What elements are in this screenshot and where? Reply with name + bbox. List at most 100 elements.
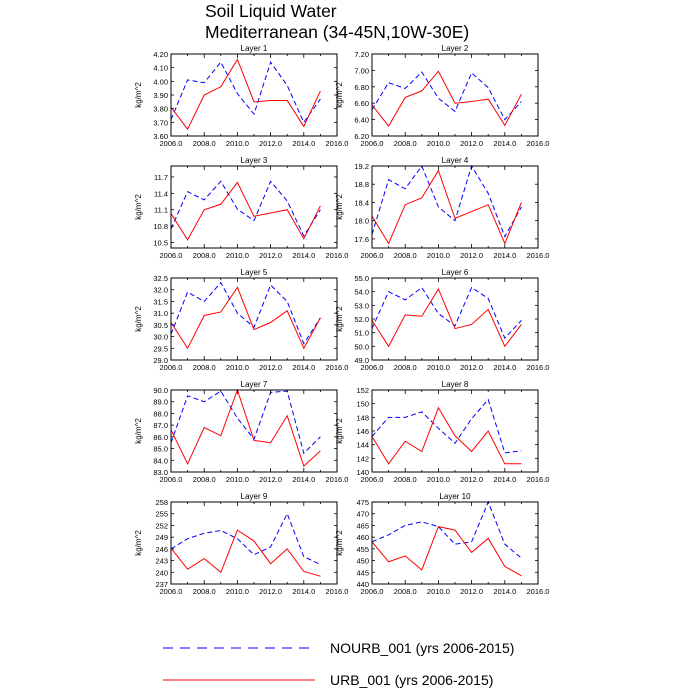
x-tick-label: 2006.0: [160, 587, 183, 596]
x-tick-label: 2016.0: [326, 363, 349, 372]
y-tick-label: 246: [155, 545, 168, 554]
x-tick-label: 2016.0: [326, 251, 349, 260]
y-tick-label: 51.0: [354, 329, 369, 338]
x-tick-label: 2010.0: [226, 139, 249, 148]
x-tick-label: 2008.0: [394, 363, 417, 372]
y-tick-label: 11.4: [154, 189, 168, 198]
y-tick-label: 445: [356, 568, 369, 577]
x-tick-label: 2008.0: [193, 475, 216, 484]
series-nourb-line: [371, 71, 522, 121]
y-tick-label: 19.2: [354, 162, 369, 171]
panel-title: Layer 9: [241, 492, 268, 501]
x-tick-label: 2012.0: [259, 251, 282, 260]
y-tick-label: 6.40: [354, 116, 369, 125]
y-tick-label: 7.20: [354, 50, 369, 59]
panel-title: Layer 4: [442, 156, 469, 165]
x-tick-label: 2010.0: [226, 363, 249, 372]
y-tick-label: 6.80: [354, 83, 369, 92]
y-tick-label: 140: [356, 468, 369, 477]
x-tick-label: 2010.0: [427, 475, 450, 484]
y-tick-label: 148: [356, 413, 369, 422]
y-tick-label: 4.20: [153, 50, 168, 59]
panel-title: Layer 5: [241, 268, 268, 277]
legend-label-urb: URB_001 (yrs 2006-2015): [330, 672, 493, 688]
x-tick-label: 2014.0: [493, 363, 516, 372]
panel-title: Layer 3: [241, 156, 268, 165]
x-tick-label: 2006.0: [361, 587, 384, 596]
x-tick-label: 2012.0: [259, 587, 282, 596]
y-tick-label: 30.0: [153, 333, 168, 342]
x-tick-label: 2012.0: [259, 475, 282, 484]
y-tick-label: 460: [356, 533, 369, 542]
plot-frame: [371, 277, 539, 361]
y-tick-label: 240: [155, 568, 168, 577]
y-tick-label: 3.80: [153, 105, 168, 114]
x-tick-label: 2008.0: [394, 475, 417, 484]
y-tick-label: 11.1: [154, 206, 168, 215]
panel-layer-8: Layer 8 kg/m^2 140 142 144 146 148 150 152 2006.0…: [335, 380, 549, 484]
y-tick-label: 89.0: [153, 398, 168, 407]
panel-title: Layer 7: [241, 380, 268, 389]
x-tick-label: 2016.0: [326, 139, 349, 148]
y-tick-label: 90.0: [153, 386, 168, 395]
x-tick-label: 2006.0: [361, 251, 384, 260]
y-tick-label: 440: [356, 580, 369, 589]
y-axis-label: kg/m^2: [335, 418, 344, 444]
panel-layer-9: Layer 9 kg/m^2 237 240 243 246 249 252 255 258 200…: [134, 492, 348, 596]
y-tick-label: 31.5: [153, 297, 168, 306]
y-tick-label: 18.8: [354, 180, 369, 189]
plot-frame: [170, 501, 338, 585]
plot-frame: [170, 389, 338, 473]
y-axis-label: kg/m^2: [134, 82, 143, 108]
y-tick-label: 88.0: [153, 409, 168, 418]
y-tick-label: 4.10: [153, 64, 168, 73]
y-tick-label: 455: [356, 545, 369, 554]
y-tick-label: 29.0: [153, 356, 168, 365]
y-tick-label: 84.0: [153, 456, 168, 465]
figure-title-line1: Soil Liquid Water: [205, 1, 337, 21]
series-urb-line: [170, 286, 321, 350]
panel-layer-3: Layer 3 kg/m^2 10.5 10.8 11.1 11.4 11.7 2006.0 2…: [134, 156, 348, 260]
y-tick-label: 85.0: [153, 445, 168, 454]
y-tick-label: 3.70: [153, 118, 168, 127]
y-tick-label: 49.0: [354, 356, 369, 365]
y-tick-label: 4.00: [153, 77, 168, 86]
y-tick-label: 146: [356, 427, 369, 436]
y-tick-label: 255: [155, 510, 168, 519]
x-tick-label: 2010.0: [427, 251, 450, 260]
y-tick-label: 465: [356, 521, 369, 530]
series-urb-line: [170, 388, 321, 468]
x-tick-label: 2016.0: [527, 139, 550, 148]
x-tick-label: 2014.0: [292, 475, 315, 484]
x-tick-label: 2016.0: [527, 363, 550, 372]
y-tick-label: 142: [356, 454, 369, 463]
x-tick-label: 2012.0: [460, 251, 483, 260]
y-tick-label: 87.0: [153, 421, 168, 430]
y-tick-label: 29.5: [153, 344, 168, 353]
series-urb-line: [371, 526, 522, 577]
panel-layer-1: Layer 1 kg/m^2 3.60 3.70 3.80 3.90 4.00 4.10 4.2…: [134, 44, 348, 148]
y-tick-label: 10.8: [153, 222, 168, 231]
x-tick-label: 2006.0: [361, 363, 384, 372]
plot-frame: [371, 501, 539, 585]
y-tick-label: 18.4: [354, 198, 369, 207]
y-axis-label: kg/m^2: [335, 306, 344, 332]
y-tick-label: 258: [155, 498, 168, 507]
x-tick-label: 2014.0: [493, 587, 516, 596]
panel-layer-6: Layer 6 kg/m^2 49.0 50.0 51.0 52.0 53.0 54.0 55.…: [335, 268, 549, 372]
x-tick-label: 2016.0: [326, 587, 349, 596]
y-tick-label: 52.0: [354, 315, 369, 324]
x-tick-label: 2008.0: [193, 251, 216, 260]
series-urb-line: [371, 70, 522, 128]
y-tick-label: 7.00: [354, 66, 369, 75]
x-tick-label: 2010.0: [226, 587, 249, 596]
plot-frame: [371, 53, 539, 137]
panel-title: Layer 1: [241, 44, 268, 53]
y-tick-label: 53.0: [354, 301, 369, 310]
x-tick-label: 2010.0: [226, 475, 249, 484]
plot-frame: [170, 165, 338, 249]
y-tick-label: 150: [356, 400, 369, 409]
x-tick-label: 2016.0: [326, 475, 349, 484]
x-tick-label: 2012.0: [259, 363, 282, 372]
